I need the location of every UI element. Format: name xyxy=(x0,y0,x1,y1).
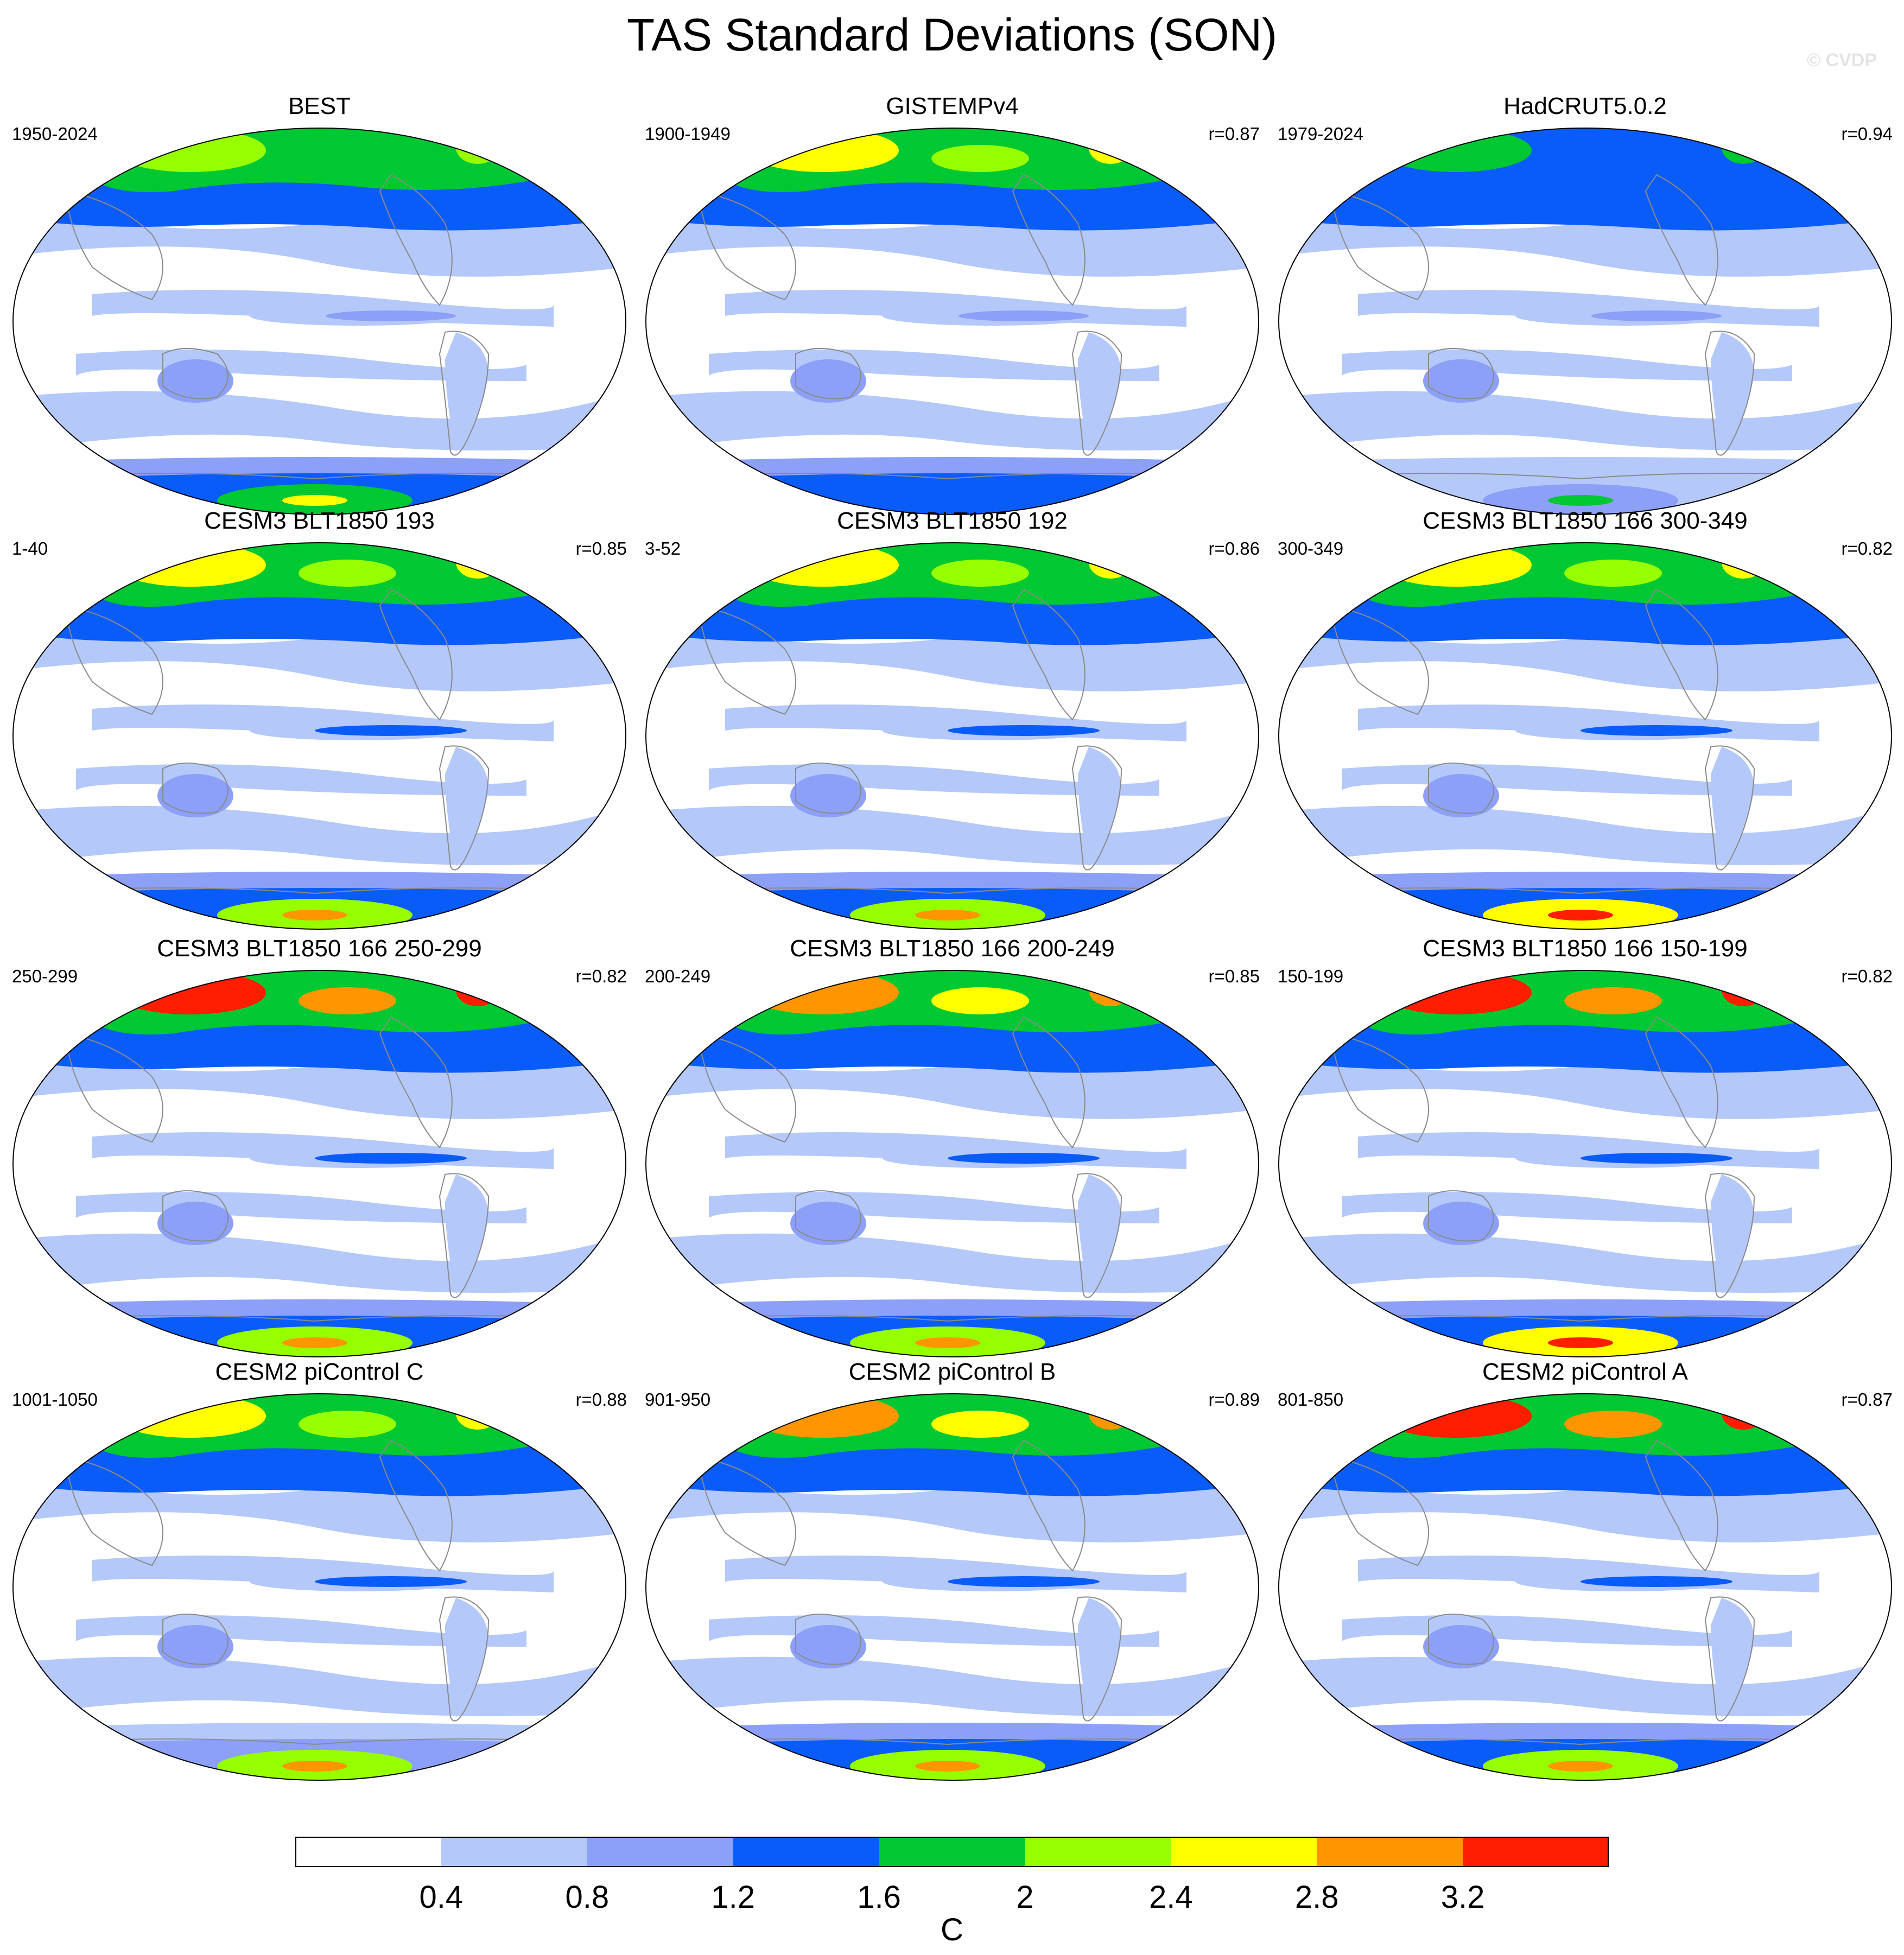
panel-title: CESM3 BLT1850 166 300-349 xyxy=(1423,507,1748,534)
panel-title: CESM3 BLT1850 192 xyxy=(837,507,1068,534)
map-plot xyxy=(645,128,1259,515)
map-plot xyxy=(12,542,626,930)
panel-title: CESM3 BLT1850 166 150-199 xyxy=(1423,935,1748,962)
map-panel: CESM3 BLT1850 166 150-199 150-199 r=0.82 xyxy=(1268,934,1902,1362)
colorbar-swatch xyxy=(295,1837,441,1867)
map-panel: CESM3 BLT1850 166 300-349 300-349 r=0.82 xyxy=(1268,506,1902,935)
colorbar-tick-label: 3.2 xyxy=(1440,1880,1485,1915)
panel-correlation-label: r=0.85 xyxy=(1208,966,1260,986)
map-plot xyxy=(645,1393,1259,1781)
colorbar-frame xyxy=(295,1837,1609,1867)
panel-period-label: 3-52 xyxy=(645,538,681,558)
panel-correlation-label: r=0.88 xyxy=(575,1389,627,1410)
figure-title: TAS Standard Deviations (SON) xyxy=(626,9,1278,60)
map-panel: HadCRUT5.0.2 1979-2024 r=0.94 xyxy=(1268,91,1902,520)
panel-title: GISTEMPv4 xyxy=(886,93,1019,119)
colorbar-tick-label: 2.8 xyxy=(1294,1880,1339,1915)
colorbar-tick-label: 0.4 xyxy=(419,1880,464,1915)
panel-correlation-label: r=0.87 xyxy=(1841,1389,1893,1410)
panel-period-label: 1900-1949 xyxy=(645,124,731,144)
panel-title: CESM3 BLT1850 193 xyxy=(204,507,435,534)
map-panel: CESM2 piControl C 1001-1050 r=0.88 xyxy=(2,1357,637,1786)
panel-period-label: 1-40 xyxy=(12,538,48,558)
panel-correlation-label: r=0.82 xyxy=(1841,966,1893,986)
colorbar-swatch xyxy=(879,1837,1025,1867)
map-panel: BEST 1950-2024 xyxy=(2,91,637,520)
panel-period-label: 250-299 xyxy=(12,966,78,986)
panel-title: CESM2 piControl B xyxy=(848,1359,1056,1385)
colorbar-swatch xyxy=(1171,1837,1317,1867)
panel-title: CESM3 BLT1850 166 250-299 xyxy=(157,935,482,962)
panel-period-label: 801-850 xyxy=(1278,1389,1344,1410)
map-contours xyxy=(13,1394,626,1780)
panel-correlation-label: r=0.89 xyxy=(1208,1389,1260,1410)
map-panel: CESM3 BLT1850 192 3-52 r=0.86 xyxy=(635,506,1270,935)
map-plot xyxy=(1278,542,1892,930)
map-plot xyxy=(1278,970,1892,1357)
map-panel: CESM3 BLT1850 166 200-249 200-249 r=0.85 xyxy=(635,934,1270,1362)
colorbar-tick-label: 2.4 xyxy=(1149,1880,1193,1915)
map-plot xyxy=(12,128,626,515)
map-panel: CESM2 piControl B 901-950 r=0.89 xyxy=(635,1357,1270,1786)
colorbar-swatch xyxy=(1317,1837,1463,1867)
colorbar-tick-label: 1.2 xyxy=(711,1880,755,1915)
panel-period-label: 200-249 xyxy=(645,966,711,986)
map-panel: CESM3 BLT1850 193 1-40 r=0.85 xyxy=(2,506,637,935)
map-plot xyxy=(1278,128,1892,515)
panel-period-label: 1001-1050 xyxy=(12,1389,98,1410)
colorbar-swatch xyxy=(1463,1837,1609,1867)
panel-correlation-label: r=0.86 xyxy=(1208,538,1260,558)
map-panel: CESM3 BLT1850 166 250-299 250-299 r=0.82 xyxy=(2,934,637,1362)
colorbar-swatch xyxy=(441,1837,587,1867)
panel-title: CESM3 BLT1850 166 200-249 xyxy=(790,935,1115,962)
map-panel: CESM2 piControl A 801-850 r=0.87 xyxy=(1268,1357,1902,1786)
panel-correlation-label: r=0.82 xyxy=(1841,538,1893,558)
panel-correlation-label: r=0.85 xyxy=(575,538,627,558)
panel-correlation-label: r=0.94 xyxy=(1841,124,1893,144)
map-contours xyxy=(1279,970,1892,1357)
map-plot xyxy=(12,1393,626,1781)
map-panel: GISTEMPv4 1900-1949 r=0.87 xyxy=(635,91,1270,520)
colorbar-tick-label: 1.6 xyxy=(857,1880,901,1915)
colorbar-tick-label: 2 xyxy=(1016,1880,1034,1915)
panel-correlation-label: r=0.87 xyxy=(1208,124,1260,144)
colorbar-swatch xyxy=(587,1837,733,1867)
panel-period-label: 150-199 xyxy=(1278,966,1344,986)
map-plot xyxy=(645,542,1259,930)
map-plot xyxy=(12,970,626,1357)
colorbar-swatch xyxy=(733,1837,879,1867)
colorbar-tick-label: 0.8 xyxy=(565,1880,610,1915)
map-plot xyxy=(645,970,1259,1357)
panel-title: BEST xyxy=(288,93,351,119)
panel-title: CESM2 piControl A xyxy=(1482,1359,1689,1385)
map-plot xyxy=(1278,1393,1892,1781)
colorbar-swatch xyxy=(1025,1837,1171,1867)
panel-correlation-label: r=0.82 xyxy=(575,966,627,986)
colorbar-unit-label: C xyxy=(941,1912,963,1947)
panel-period-label: 300-349 xyxy=(1278,538,1344,558)
panel-period-label: 901-950 xyxy=(645,1389,711,1410)
colorbar xyxy=(295,1837,1609,1867)
panel-title: HadCRUT5.0.2 xyxy=(1503,93,1667,119)
watermark: © CVDP xyxy=(1807,50,1877,71)
panel-title: CESM2 piControl C xyxy=(215,1359,424,1385)
panel-period-label: 1950-2024 xyxy=(12,124,98,144)
map-contours xyxy=(1279,128,1892,515)
panel-period-label: 1979-2024 xyxy=(1278,124,1363,144)
